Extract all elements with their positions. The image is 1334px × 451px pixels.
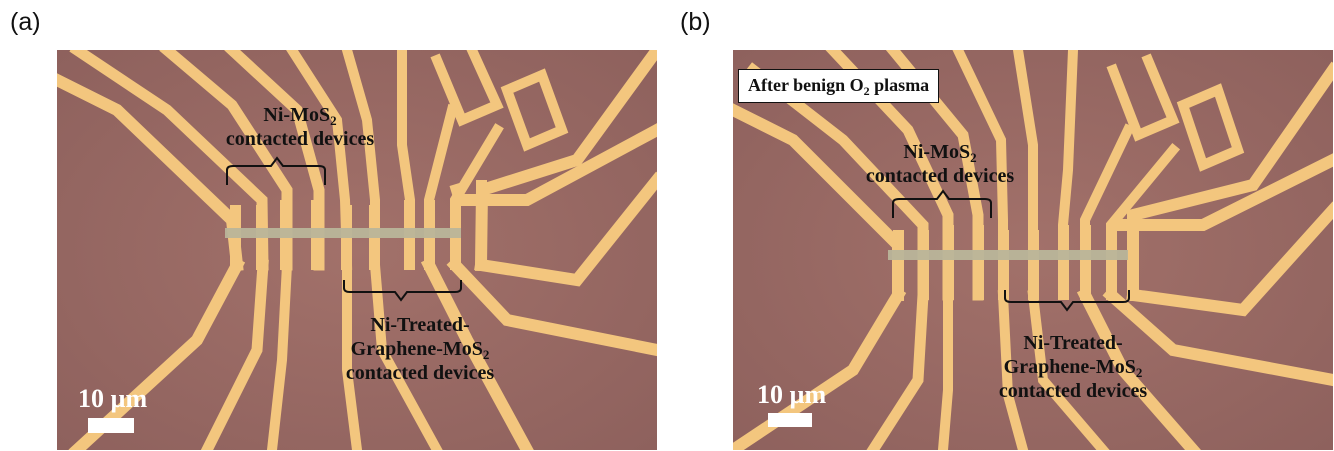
micrograph-image-a bbox=[57, 50, 657, 450]
scale-bar-a bbox=[88, 418, 134, 433]
ni-mos2-line1: Ni-MoS bbox=[263, 104, 331, 126]
micrograph-a bbox=[57, 50, 657, 450]
ni-mos2-annotation-a: Ni-MoS2 contacted devices bbox=[220, 103, 380, 151]
plasma-label-post: plasma bbox=[869, 75, 930, 95]
treated-annotation-a: Ni-Treated- Graphene-MoS2 contacted devi… bbox=[330, 313, 510, 385]
treated-subscript: 2 bbox=[482, 347, 490, 362]
panel-label-a: (a) bbox=[10, 8, 41, 36]
treated-line3: contacted devices bbox=[998, 380, 1148, 402]
scale-bar-label-b: 10 µm bbox=[757, 380, 827, 409]
ni-mos2-subscript: 2 bbox=[330, 113, 337, 128]
panel-label-b: (b) bbox=[680, 8, 711, 36]
plasma-label-pre: After benign O bbox=[748, 75, 864, 95]
ni-mos2-line1: Ni-MoS bbox=[903, 141, 971, 163]
treated-line1: Ni-Treated- bbox=[370, 314, 470, 336]
ni-mos2-subscript: 2 bbox=[970, 150, 977, 165]
treated-line1: Ni-Treated- bbox=[1023, 332, 1123, 354]
ni-mos2-annotation-b: Ni-MoS2 contacted devices bbox=[860, 140, 1020, 188]
scale-bar-label-a: 10 µm bbox=[78, 384, 148, 413]
treated-line3: contacted devices bbox=[345, 362, 495, 384]
plasma-label-box: After benign O2 plasma bbox=[738, 69, 940, 103]
plasma-label-subscript: 2 bbox=[863, 84, 870, 98]
treated-line2: Graphene-MoS bbox=[350, 338, 483, 360]
treated-line2: Graphene-MoS bbox=[1003, 356, 1136, 378]
ni-mos2-line2: contacted devices bbox=[865, 165, 1015, 187]
micrograph-b bbox=[733, 50, 1333, 450]
treated-subscript: 2 bbox=[1135, 365, 1143, 380]
treated-annotation-b: Ni-Treated- Graphene-MoS2 contacted devi… bbox=[983, 331, 1163, 403]
scale-bar-b bbox=[768, 413, 812, 427]
ni-mos2-line2: contacted devices bbox=[225, 128, 375, 150]
